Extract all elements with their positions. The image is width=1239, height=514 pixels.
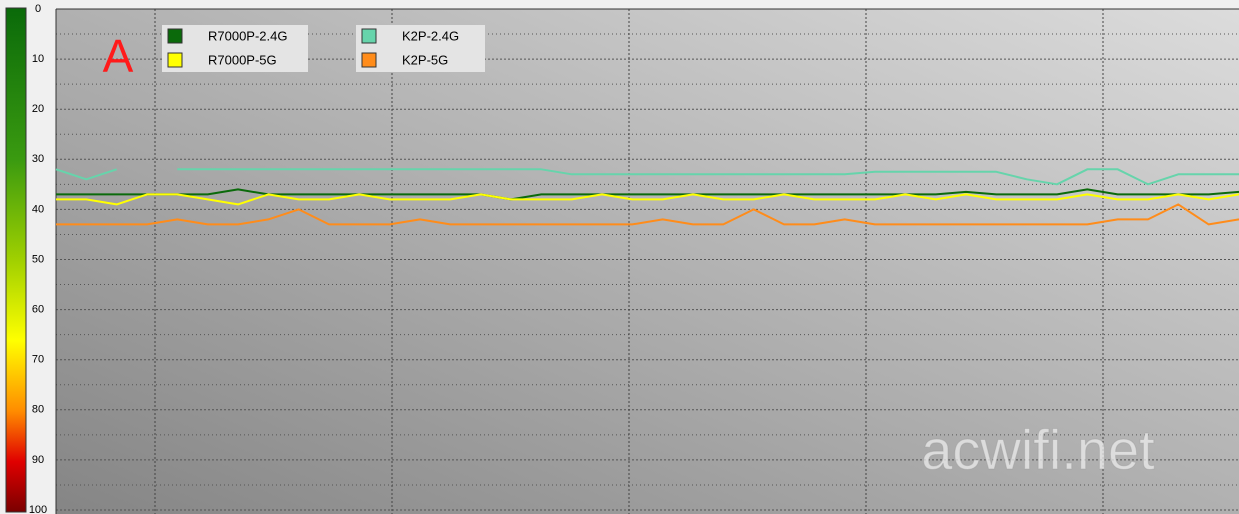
legend-label: R7000P-2.4G (208, 28, 288, 43)
legend-box (162, 25, 308, 72)
color-scale (5, 7, 27, 513)
legend-label: K2P-2.4G (402, 28, 459, 43)
annotation: A (103, 30, 134, 82)
plot-area (56, 9, 1239, 514)
y-tick-label: 50 (32, 253, 44, 265)
legend-swatch (167, 52, 183, 68)
y-tick-label: 90 (32, 454, 44, 466)
series-line (56, 188, 1239, 201)
series-line (56, 193, 1239, 206)
y-tick-label: 0 (35, 3, 41, 15)
legend-label: R7000P-5G (208, 52, 277, 67)
series-line (55, 168, 1239, 186)
series-line (56, 203, 1239, 226)
legend-swatch (167, 28, 183, 44)
y-tick-label: 80 (32, 404, 44, 416)
watermark: acwifi.net (921, 418, 1155, 481)
y-tick-label: 30 (32, 153, 44, 165)
legend-label: K2P-5G (402, 52, 448, 67)
legend-swatch (361, 28, 377, 44)
y-tick-label: 10 (32, 53, 44, 65)
y-tick-label: 60 (32, 304, 44, 316)
y-tick-label: 100 (29, 504, 47, 514)
legend-box (356, 25, 485, 72)
y-tick-label: 20 (32, 103, 44, 115)
legend-swatch (361, 52, 377, 68)
y-tick-label: 40 (32, 203, 44, 215)
y-tick-label: 70 (32, 354, 44, 366)
